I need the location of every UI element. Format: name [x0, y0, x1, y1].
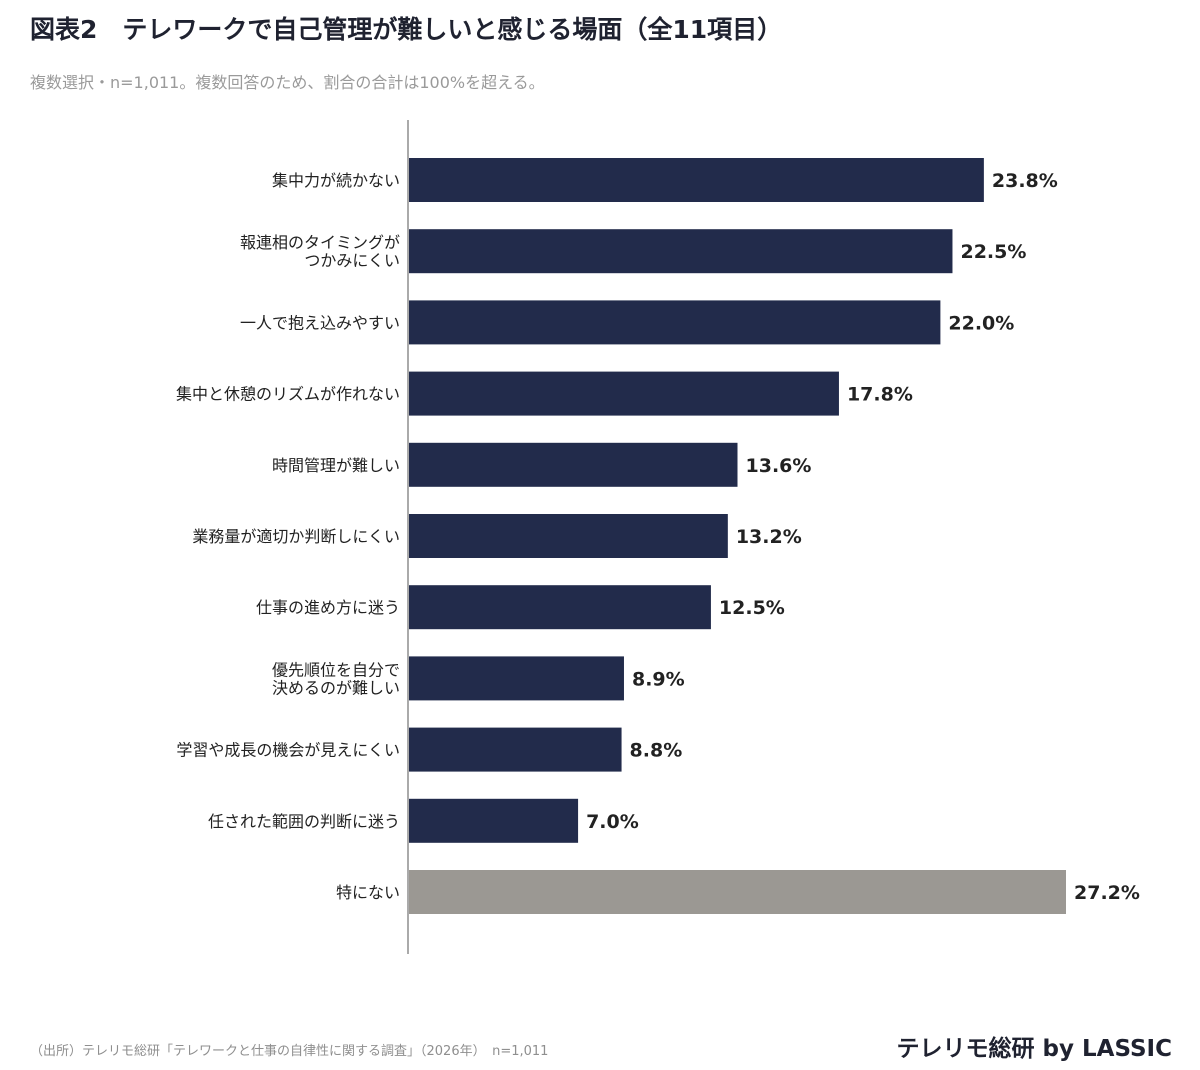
category-label: 集中と休憩のリズムが作れない	[176, 385, 400, 404]
category-label: 仕事の進め方に迷う	[256, 598, 400, 617]
category-label: 集中力が続かない	[272, 171, 400, 190]
bar	[409, 371, 839, 416]
data-label: 8.9%	[632, 668, 685, 690]
data-label: 27.2%	[1074, 882, 1140, 904]
bar	[409, 442, 738, 487]
category-label: 時間管理が難しい	[272, 456, 400, 475]
category-label: 任された範囲の判断に迷う	[208, 812, 400, 831]
brand-logo: テレリモ総研 by LASSIC	[896, 1036, 1172, 1062]
category-label: 業務量が適切か判断しにくい	[192, 527, 400, 546]
chart-subtitle: 複数選択・n=1,011。複数回答のため、割合の合計は100%を超える。	[30, 73, 545, 92]
bar	[409, 514, 728, 558]
data-label: 17.8%	[847, 384, 913, 406]
category-label: 特にない	[336, 883, 400, 902]
data-label: 13.2%	[736, 526, 802, 548]
bar	[409, 158, 984, 202]
bar	[409, 727, 622, 772]
bar	[409, 300, 941, 345]
data-label: 7.0%	[586, 811, 639, 833]
category-label: 優先順位を自分で決めるのが難しい	[272, 660, 400, 697]
bar	[409, 870, 1066, 914]
data-label: 12.5%	[719, 597, 785, 619]
source-note: （出所）テレリモ総研「テレワークと仕事の自律性に関する調査」（2026年） n=…	[30, 1044, 549, 1059]
data-label: 23.8%	[992, 170, 1058, 192]
data-label: 22.0%	[948, 312, 1014, 334]
bar	[409, 585, 711, 630]
chart-title: 図表2 テレワークで自己管理が難しいと感じる場面（全11項目）	[30, 15, 783, 44]
data-label: 22.5%	[960, 241, 1026, 263]
bar	[409, 798, 579, 843]
category-label: 報連相のタイミングがつかみにくい	[240, 233, 400, 270]
data-label: 8.8%	[630, 740, 683, 762]
bar	[409, 656, 624, 701]
category-label: 学習や成長の機会が見えにくい	[176, 741, 400, 760]
category-label: 一人で抱え込みやすい	[240, 313, 400, 332]
bar	[409, 229, 953, 274]
data-label: 13.6%	[746, 455, 812, 477]
